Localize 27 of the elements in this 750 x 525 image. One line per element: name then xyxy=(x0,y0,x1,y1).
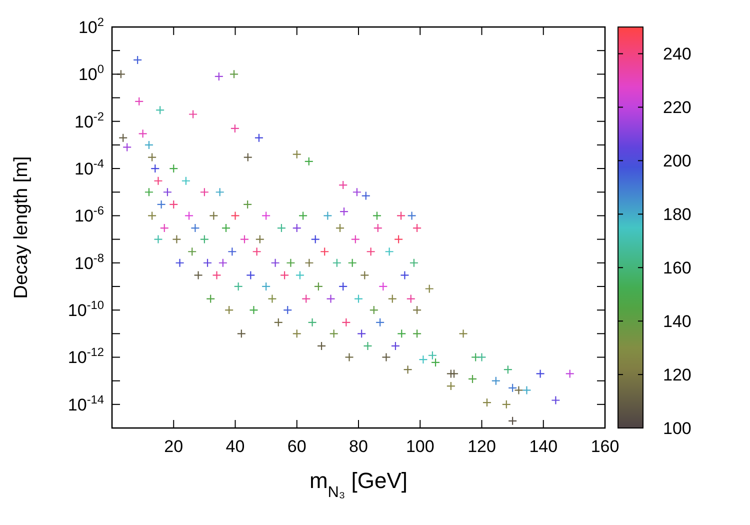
x-axis-title: m$_{N₃}$ [GeV] xyxy=(309,468,408,500)
color-bar-label: 220 xyxy=(663,98,692,118)
color-bar-label: 160 xyxy=(663,258,692,278)
x-tick-label: 60 xyxy=(287,437,306,456)
color-bar-label: 180 xyxy=(663,205,692,224)
x-tick-label: 140 xyxy=(529,437,558,456)
y-tick-label: 10$^{-6}$ xyxy=(74,204,104,226)
x-tick-label: 100 xyxy=(406,437,434,456)
x-tick-label: 80 xyxy=(349,437,368,456)
y-tick-label: 10$^{-8}$ xyxy=(74,250,104,273)
y-tick-label: 10$^{-14}$ xyxy=(68,392,104,414)
x-tick-label: 40 xyxy=(226,437,245,456)
x-tick-label: 120 xyxy=(468,437,496,456)
y-tick-label: 10$^{-4}$ xyxy=(74,156,104,179)
y-tick-label: 10$^{-2}$ xyxy=(74,109,104,132)
color-bar-label: 100 xyxy=(663,419,692,438)
y-tick-label: 10$^{2}$ xyxy=(78,15,104,37)
color-bar-label: 200 xyxy=(663,152,692,171)
color-bar-label: 240 xyxy=(663,44,692,64)
x-tick-label: 20 xyxy=(164,437,184,456)
y-tick-label: 10$^{0}$ xyxy=(78,62,104,84)
y-tick-label: 10$^{-10}$ xyxy=(68,298,104,320)
color-bar-label: 140 xyxy=(663,312,692,332)
color-bar-label: 120 xyxy=(663,366,692,385)
y-tick-label: 10$^{-12}$ xyxy=(68,345,104,368)
y-axis-title: Decay length [m] xyxy=(11,156,32,299)
x-tick-label: 160 xyxy=(590,437,620,456)
